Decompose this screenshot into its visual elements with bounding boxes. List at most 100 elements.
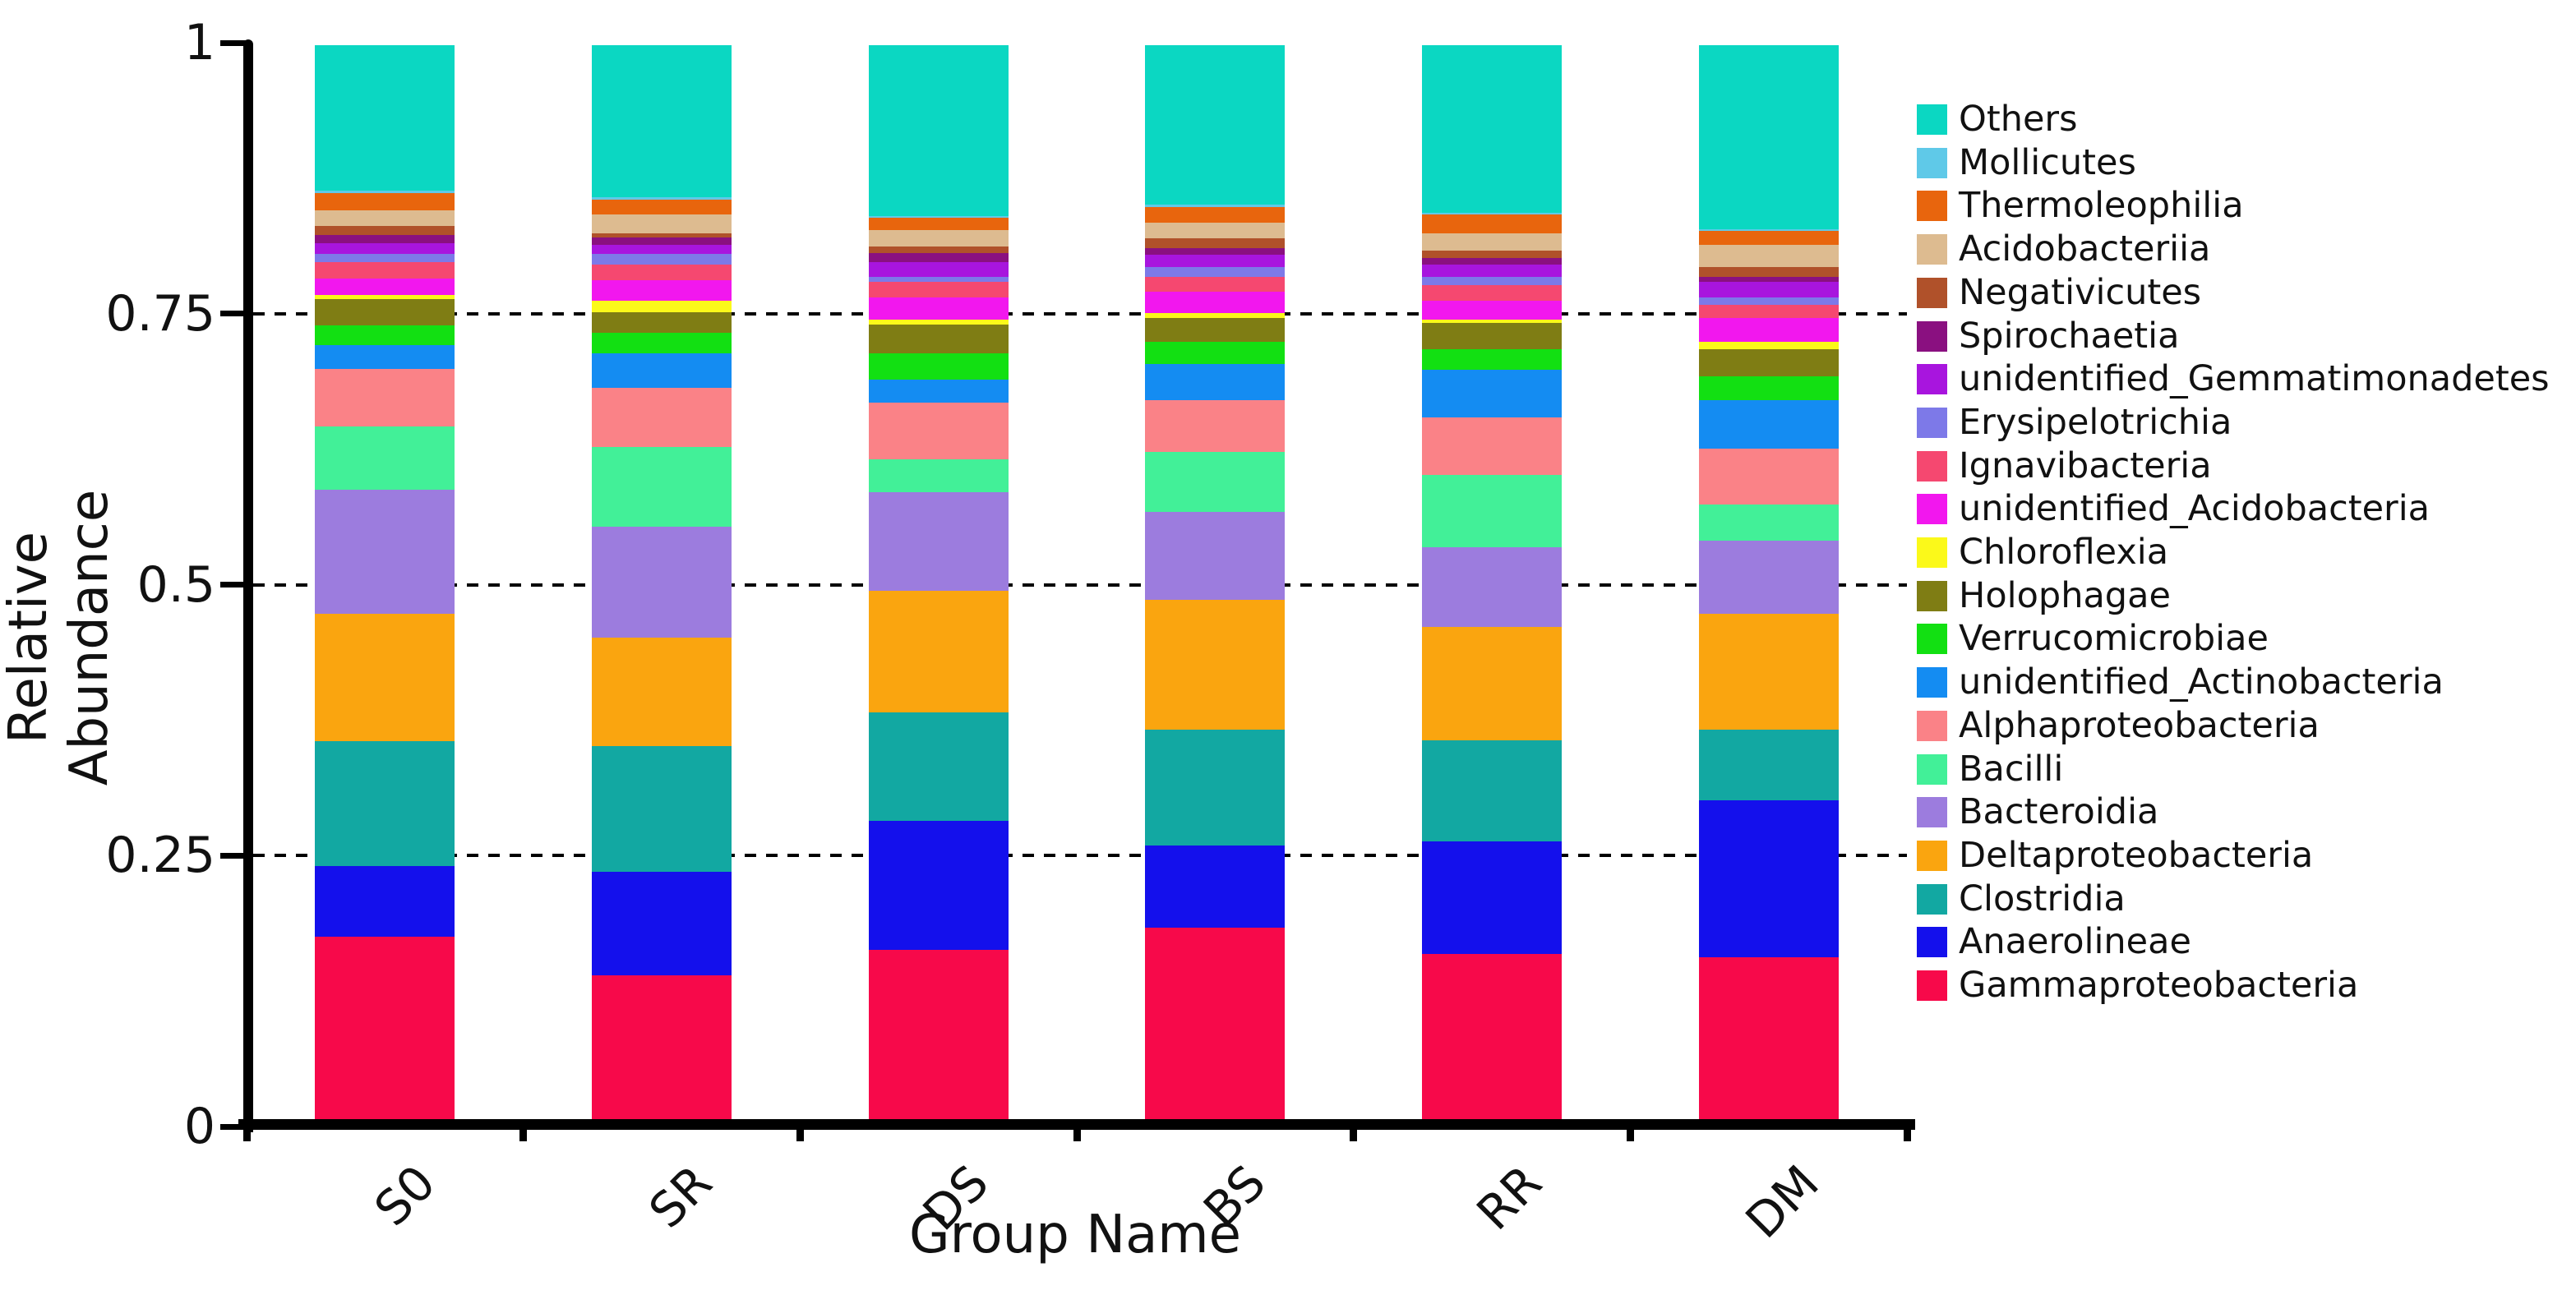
bar-segment-DM-Gammaproteobacteria <box>1698 956 1839 1130</box>
bar-segment-RR-Chloroflexia <box>1422 319 1562 324</box>
bar-segment-BS-Bacilli <box>1145 451 1286 512</box>
bar-segment-DS-Acidobacteriia <box>868 229 1009 247</box>
bar-segment-SR-Chloroflexia <box>592 299 732 313</box>
legend-item-Erysipelotrichia: Erysipelotrichia <box>1917 401 2232 444</box>
bar-segment-SR-unidentified_Acidobacteria <box>592 279 732 301</box>
bar-segment-DS-Clostridia <box>868 712 1009 821</box>
bar-segment-DS-Deltaproteobacteria <box>868 590 1009 712</box>
bar-segment-S0-Mollicutes <box>315 190 455 193</box>
legend-label: Ignavibacteria <box>1959 445 2212 486</box>
legend-item-Bacteroidia: Bacteroidia <box>1917 791 2158 834</box>
legend-swatch-icon <box>1917 407 1947 438</box>
legend-swatch-icon <box>1917 494 1947 525</box>
bar-segment-SR-Gammaproteobacteria <box>592 975 732 1130</box>
bar-segment-BS-Negativicutes <box>1145 237 1286 249</box>
y-tick-label-1: 1 <box>183 14 215 71</box>
bar-segment-DM-Anaerolineae <box>1698 799 1839 957</box>
legend-item-Spirochaetia: Spirochaetia <box>1917 315 2179 357</box>
legend-swatch-icon <box>1917 624 1947 655</box>
legend-label: Bacilli <box>1959 748 2064 790</box>
bar-segment-SR-Anaerolineae <box>592 871 732 976</box>
legend-item-unidentified_Gemmatimonadetes: unidentified_Gemmatimonadetes <box>1917 358 2550 401</box>
bar-segment-S0-Deltaproteobacteria <box>315 613 455 742</box>
bar-segment-BS-unidentified_Actinobacteria <box>1145 363 1286 400</box>
bar-segment-DM-Acidobacteriia <box>1698 244 1839 267</box>
legend-label: Deltaproteobacteria <box>1959 834 2314 876</box>
bar-segment-SR-Verrucomicrobiae <box>592 332 732 354</box>
bar-segment-DM-Holophagae <box>1698 348 1839 376</box>
bar-segment-RR-Ignavibacteria <box>1422 284 1562 301</box>
bar-segment-S0-unidentified_Acidobacteria <box>315 278 455 295</box>
bar-segment-DM-Erysipelotrichia <box>1698 297 1839 305</box>
legend-swatch-icon <box>1917 537 1947 568</box>
bar-segment-BS-Alphaproteobacteria <box>1145 399 1286 453</box>
bar-segment-RR-Mollicutes <box>1422 212 1562 215</box>
bar-segment-BS-unidentified_Gemmatimonadetes <box>1145 254 1286 267</box>
legend-label: unidentified_Gemmatimonadetes <box>1959 358 2550 400</box>
legend-item-Negativicutes: Negativicutes <box>1917 271 2201 314</box>
bar-segment-DM-Bacteroidia <box>1698 540 1839 614</box>
bar-segment-BS-Gammaproteobacteria <box>1145 927 1286 1130</box>
bar-segment-RR-Negativicutes <box>1422 250 1562 259</box>
bar-segment-SR-Spirochaetia <box>592 237 732 246</box>
bar-segment-S0-unidentified_Actinobacteria <box>315 344 455 369</box>
legend-label: Mollicutes <box>1959 141 2136 183</box>
bar-segment-S0-Clostridia <box>315 740 455 867</box>
bar-segment-RR-Verrucomicrobiae <box>1422 348 1562 370</box>
legend-swatch-icon <box>1917 667 1947 698</box>
bar-segment-DM-Others <box>1698 45 1839 229</box>
bar-segment-DS-Others <box>868 45 1009 216</box>
bar-segment-S0-Erysipelotrichia <box>315 253 455 263</box>
bar-segment-BS-Others <box>1145 45 1286 205</box>
bar-segment-BS-Thermoleophilia <box>1145 206 1286 223</box>
bar-segment-S0-unidentified_Gemmatimonadetes <box>315 242 455 254</box>
bar-segment-SR-Negativicutes <box>592 233 732 238</box>
bar-segment-RR-Deltaproteobacteria <box>1422 625 1562 741</box>
legend-label: Alphaproteobacteria <box>1959 704 2320 746</box>
bar-segment-RR-Alphaproteobacteria <box>1422 417 1562 475</box>
x-axis-line <box>238 1119 1915 1130</box>
bar-segment-S0-Gammaproteobacteria <box>315 936 455 1130</box>
bar-segment-DS-Verrucomicrobiae <box>868 352 1009 380</box>
legend-label: Chloroflexia <box>1959 532 2169 573</box>
legend-swatch-icon <box>1917 840 1947 871</box>
y-axis-title: Relative Abundance <box>0 489 120 786</box>
x-category-label-S0: S0 <box>363 1154 446 1237</box>
bar-segment-DS-Ignavibacteria <box>868 281 1009 297</box>
bar-segment-BS-Clostridia <box>1145 729 1286 846</box>
legend-item-Gammaproteobacteria: Gammaproteobacteria <box>1917 965 2358 1007</box>
bar-segment-DS-unidentified_Actinobacteria <box>868 379 1009 403</box>
bar-segment-DS-Holophagae <box>868 323 1009 354</box>
legend-swatch-icon <box>1917 883 1947 915</box>
bar-segment-S0-Holophagae <box>315 298 455 325</box>
bar-segment-DS-Bacilli <box>868 458 1009 492</box>
legend-item-Mollicutes: Mollicutes <box>1917 141 2136 184</box>
bar-segment-BS-Anaerolineae <box>1145 845 1286 928</box>
legend-swatch-icon <box>1917 104 1947 135</box>
bar-segment-SR-unidentified_Actinobacteria <box>592 352 732 389</box>
bar-segment-DS-Chloroflexia <box>868 319 1009 325</box>
legend-label: Clostridia <box>1959 878 2126 919</box>
bar-segment-BS-Ignavibacteria <box>1145 275 1286 292</box>
bar-segment-DS-unidentified_Gemmatimonadetes <box>868 261 1009 277</box>
x-category-label-DM: DM <box>1734 1154 1830 1250</box>
bar-segment-RR-unidentified_Actinobacteria <box>1422 369 1562 417</box>
bar-segment-RR-Holophagae <box>1422 322 1562 349</box>
bar-segment-RR-Bacilli <box>1422 474 1562 548</box>
bar-segment-RR-Acidobacteriia <box>1422 233 1562 251</box>
bar-segment-DM-unidentified_Acidobacteria <box>1698 317 1839 342</box>
bar-segment-S0-Chloroflexia <box>315 294 455 300</box>
bar-segment-SR-Ignavibacteria <box>592 264 732 280</box>
legend-label: Acidobacteriia <box>1959 228 2211 270</box>
bar-segment-DS-Erysipelotrichia <box>868 275 1009 283</box>
x-axis-title: Group Name <box>909 1205 1241 1265</box>
legend-label: Erysipelotrichia <box>1959 401 2232 443</box>
legend-label: Thermoleophilia <box>1959 185 2244 227</box>
bar-segment-S0-Alphaproteobacteria <box>315 368 455 426</box>
bar-segment-RR-Spirochaetia <box>1422 257 1562 265</box>
bar-segment-DS-unidentified_Acidobacteria <box>868 297 1009 320</box>
bar-segment-BS-Mollicutes <box>1145 204 1286 208</box>
legend-swatch-icon <box>1917 753 1947 785</box>
legend-item-Anaerolineae: Anaerolineae <box>1917 921 2191 964</box>
bar-segment-SR-Acidobacteriia <box>592 214 732 233</box>
